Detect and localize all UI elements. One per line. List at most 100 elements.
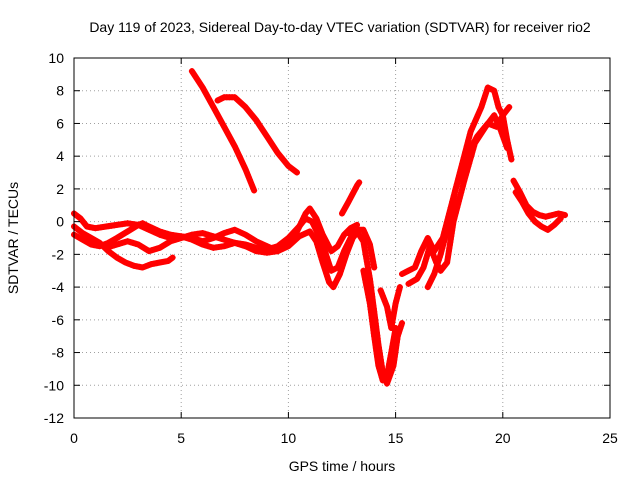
data-point-marker [457,171,464,178]
data-point-marker [399,320,406,327]
data-point-marker [237,154,244,161]
series-12 [424,104,513,291]
data-point-marker [356,179,363,186]
data-point-marker [411,264,418,271]
data-point-marker [481,95,488,102]
data-point-marker [337,268,344,275]
data-point-marker [426,237,433,244]
data-point-marker [384,303,391,310]
data-point-marker [433,265,440,272]
data-point-marker [438,248,445,255]
data-point-marker [399,271,406,277]
data-point-marker [452,209,459,216]
data-point-marker [426,243,433,250]
data-point-marker [139,264,146,271]
data-point-marker [380,295,387,302]
series-2 [71,223,176,271]
data-point-marker [557,215,564,222]
data-point-marker [223,229,230,236]
data-point-marker [458,168,465,175]
y-tick-label: 6 [56,115,64,131]
data-point-marker [324,273,331,280]
data-point-marker [205,231,211,238]
data-point-marker [491,87,498,94]
data-point-marker [545,212,552,219]
data-point-marker [462,156,469,163]
data-point-marker [226,228,233,235]
data-point-marker [319,259,326,266]
series-6 [339,179,363,217]
data-point-marker [376,365,383,372]
data-point-marker [398,322,405,329]
data-point-marker [308,218,315,225]
data-point-marker [451,191,458,198]
data-point-marker [170,237,177,244]
data-point-marker [321,248,328,255]
data-point-marker [330,284,337,291]
x-tick-label: 10 [281,430,297,446]
data-point-marker [431,271,438,277]
data-point-marker [127,239,134,246]
data-point-marker [441,236,448,243]
data-point-marker [418,248,425,255]
data-point-marker [354,221,361,228]
data-point-marker [251,187,258,194]
data-point-marker [339,262,346,269]
data-point-marker [326,262,333,269]
data-point-marker [322,250,329,257]
data-point-marker [199,241,206,248]
data-point-marker [443,229,450,236]
data-point-marker [214,97,221,104]
series-11 [405,112,511,287]
data-point-marker [541,225,548,232]
data-point-marker [151,226,158,232]
data-point-marker [487,121,494,128]
data-point-marker [472,117,479,124]
data-point-marker [196,240,203,247]
series-3 [103,226,378,291]
data-point-marker [384,306,391,313]
data-point-marker [344,248,351,255]
data-point-marker [552,211,559,218]
data-point-marker [542,213,549,220]
data-point-marker [414,259,421,265]
data-point-marker [449,200,456,207]
data-point-marker [445,220,452,227]
data-point-marker [456,195,463,202]
data-point-marker [503,142,510,148]
data-point-marker [142,221,149,228]
data-point-marker [194,239,201,246]
data-point-marker [314,229,321,236]
data-point-marker [122,259,129,266]
data-point-marker [238,157,245,164]
data-point-marker [305,217,312,223]
data-point-marker [331,266,338,273]
data-point-marker [304,229,311,236]
data-point-marker [456,174,463,181]
data-point-marker [482,90,489,97]
data-point-marker [491,112,498,119]
data-point-marker [129,239,136,246]
data-point-marker [246,176,253,183]
data-point-marker [460,180,467,187]
data-point-marker [466,134,473,141]
data-point-marker [428,276,435,283]
data-point-marker [458,189,465,196]
data-point-marker [450,197,457,204]
data-point-marker [310,221,317,228]
data-point-marker [320,262,327,269]
data-point-marker [461,177,468,184]
data-point-marker [377,287,384,294]
data-point-marker [323,253,330,260]
x-axis-title: GPS time / hours [289,458,396,474]
data-point-marker [282,244,289,251]
data-point-marker [471,120,478,127]
series-1 [71,215,354,274]
data-point-marker [474,112,481,119]
data-point-marker [460,162,467,169]
data-point-marker [497,127,504,133]
data-point-marker [244,171,251,178]
data-point-marker [493,95,500,102]
data-point-marker [239,160,246,167]
data-point-marker [231,239,238,246]
